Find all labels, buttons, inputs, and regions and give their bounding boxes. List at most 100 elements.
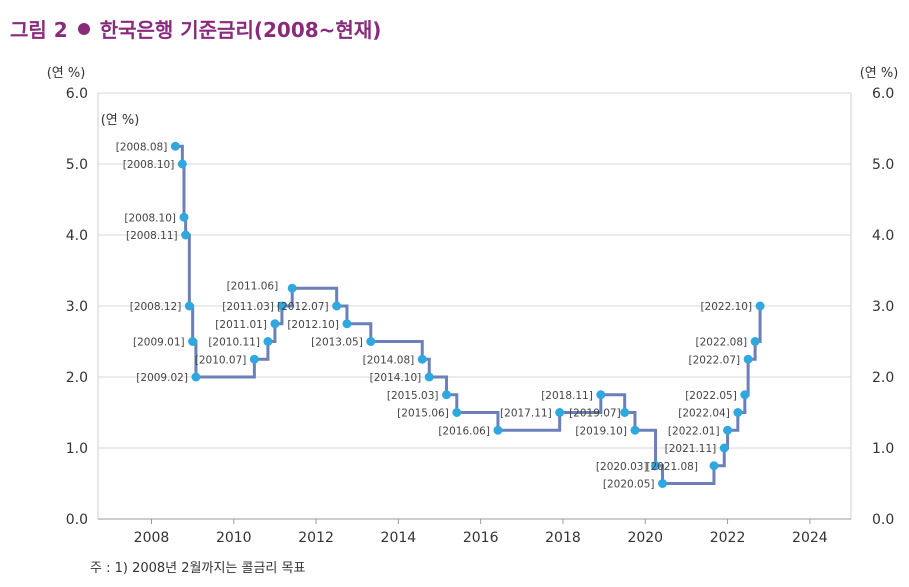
point-label: [2011.01] xyxy=(215,319,267,331)
rate-point xyxy=(191,372,201,382)
rate-point xyxy=(743,354,753,364)
rate-point xyxy=(179,212,189,222)
point-label: [2022.08] xyxy=(696,337,748,349)
rate-point xyxy=(332,301,342,311)
rate-point xyxy=(270,319,280,329)
rate-point xyxy=(630,425,640,435)
rate-point xyxy=(249,354,259,364)
point-label: [2017.11] xyxy=(500,408,552,420)
rate-point xyxy=(452,408,462,417)
point-label: [2009.01] xyxy=(133,337,185,349)
y-tick-label-right: 4.0 xyxy=(872,228,894,244)
rate-point xyxy=(188,337,198,346)
rate-point xyxy=(424,372,434,382)
point-label: [2008.10] xyxy=(123,159,175,171)
point-label: [2008.11] xyxy=(126,230,178,242)
y-tick-label-left: 3.0 xyxy=(66,299,88,315)
rate-point xyxy=(184,301,194,311)
point-label: [2011.03] xyxy=(222,301,274,313)
point-label: [2010.07] xyxy=(195,354,247,366)
point-label: [2013.05] xyxy=(311,337,363,349)
point-labels: [2008.08] [2008.10] [2008.10] [2008.11] [200… xyxy=(116,141,752,490)
rate-point xyxy=(342,319,352,329)
x-tick-labels: 2008 2010 2012 2014 2016 2018 2020 2022 2024 xyxy=(134,519,828,546)
point-label: [2014.08] xyxy=(363,354,415,366)
rate-point xyxy=(177,159,187,169)
rate-point xyxy=(277,301,287,311)
rate-point xyxy=(170,141,180,151)
x-tick-label: 2024 xyxy=(792,530,828,546)
point-label: [2008.10] xyxy=(124,212,176,224)
point-label: [2021.11] xyxy=(665,443,717,455)
point-label: [2019.10] xyxy=(575,425,627,437)
rate-point xyxy=(555,408,565,417)
point-label: [2008.08] xyxy=(116,141,168,153)
point-label: [2022.10] xyxy=(700,301,752,313)
bullet-icon xyxy=(77,23,90,35)
y-tick-label-left: 1.0 xyxy=(66,441,88,457)
point-label: [2011.06] xyxy=(227,280,279,292)
point-label: [2021.08] xyxy=(646,461,698,473)
rate-points xyxy=(170,141,765,488)
point-label: [2012.07] xyxy=(277,301,329,313)
y-tick-label-right: 3.0 xyxy=(872,299,894,315)
point-label: [2022.05] xyxy=(685,390,737,402)
y-tick-label-left: 6.0 xyxy=(66,86,88,102)
rate-point xyxy=(709,461,719,471)
x-tick-label: 2014 xyxy=(381,530,417,546)
y-tick-label-left: 0.0 xyxy=(66,512,88,528)
y-tick-label-left: 5.0 xyxy=(66,157,88,173)
y-tick-label-left: 2.0 xyxy=(66,370,88,386)
y-tick-labels: 0.0 0.0 1.0 1.0 2.0 2.0 3.0 3.0 4.0 4.0 5.0 5.0 6.0 6… xyxy=(66,86,895,528)
left-axis-unit: (연 %) xyxy=(47,66,86,81)
point-label: [2019.07] xyxy=(569,408,621,420)
point-label: [2022.04] xyxy=(678,408,730,420)
x-tick-label: 2012 xyxy=(298,530,334,546)
rate-point xyxy=(596,390,606,400)
rate-point xyxy=(651,461,661,471)
rate-point xyxy=(263,337,273,346)
y-tick-label-right: 1.0 xyxy=(872,441,894,457)
rate-point xyxy=(719,443,729,453)
x-tick-label: 2016 xyxy=(463,530,499,546)
point-label: [2022.01] xyxy=(668,425,720,437)
figure-title-text: 한국은행 기준금리(2008~현재) xyxy=(99,18,382,42)
point-label: [2018.11] xyxy=(541,390,593,402)
rate-point xyxy=(287,283,297,293)
rate-point xyxy=(755,301,765,311)
point-label: [2015.06] xyxy=(397,408,449,420)
point-label: [2022.07] xyxy=(689,354,741,366)
y-tick-label-right: 6.0 xyxy=(872,86,894,102)
point-label: [2012.10] xyxy=(287,319,339,331)
rate-point xyxy=(620,408,630,417)
rate-point xyxy=(750,337,760,346)
point-label: [2016.06] xyxy=(438,425,490,437)
point-label: [2014.10] xyxy=(370,372,422,384)
point-label: [2020.05] xyxy=(603,479,655,491)
point-label: [2008.12] xyxy=(130,301,182,313)
rate-point xyxy=(658,479,668,488)
rate-point xyxy=(181,230,191,240)
point-label: [2009.02] xyxy=(136,372,188,384)
rate-point xyxy=(723,425,733,435)
y-tick-label-right: 2.0 xyxy=(872,370,894,386)
figure-title: 그림 2 한국은행 기준금리(2008~현재) xyxy=(10,14,381,43)
rate-point xyxy=(442,390,452,400)
rate-point xyxy=(740,390,750,400)
rate-point xyxy=(366,337,376,346)
point-label: [2010.11] xyxy=(208,337,260,349)
rate-point xyxy=(493,425,503,435)
x-tick-label: 2022 xyxy=(710,530,746,546)
y-tick-label-right: 5.0 xyxy=(872,157,894,173)
x-tick-label: 2020 xyxy=(627,530,663,546)
rate-point xyxy=(733,408,743,417)
figure-number: 그림 2 xyxy=(10,18,68,42)
x-tick-label: 2018 xyxy=(545,530,581,546)
point-label: [2020.03] xyxy=(596,461,648,473)
x-tick-label: 2008 xyxy=(134,530,170,546)
y-tick-label-right: 0.0 xyxy=(872,512,894,528)
grid-lines xyxy=(98,92,851,449)
x-tick-label: 2010 xyxy=(216,530,252,546)
y-tick-label-left: 4.0 xyxy=(66,228,88,244)
